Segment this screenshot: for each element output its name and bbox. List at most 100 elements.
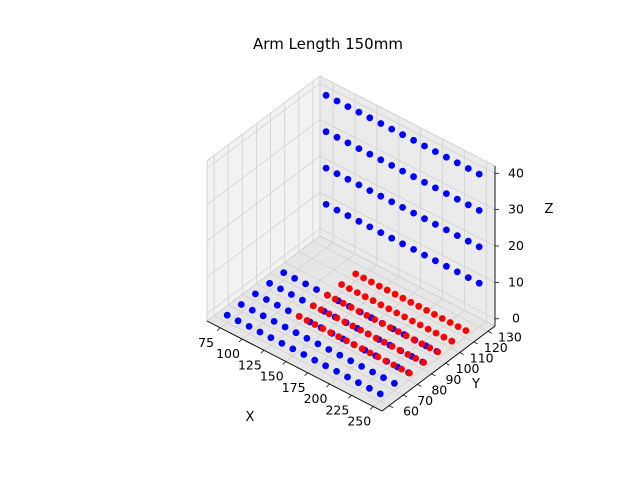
data-point-red — [396, 346, 404, 354]
data-point-red — [448, 337, 456, 345]
y-tick-label: 120 — [484, 340, 508, 355]
data-point-blue — [432, 148, 439, 156]
data-point-blue — [277, 285, 284, 293]
data-point-blue — [399, 240, 406, 248]
y-gridline — [227, 145, 404, 396]
data-point-red — [391, 290, 399, 298]
data-point-blue — [464, 165, 472, 172]
data-point-blue — [333, 170, 341, 178]
data-point-blue — [355, 217, 363, 225]
x-tick-mark — [282, 361, 287, 365]
data-point-blue — [399, 167, 406, 175]
data-point-blue — [369, 368, 376, 376]
data-point-red — [440, 333, 448, 341]
x-tick-mark — [260, 349, 265, 354]
data-point-red — [454, 323, 462, 330]
x-axis-line — [206, 320, 383, 412]
data-point-blue — [421, 178, 428, 186]
z-axis-label: Z — [545, 202, 554, 217]
data-point-red — [352, 270, 360, 278]
data-point-red — [379, 320, 386, 327]
data-point-blue — [358, 363, 365, 370]
data-point-blue — [377, 229, 385, 237]
data-point-red — [418, 340, 426, 348]
data-point-red — [347, 303, 355, 311]
data-point-blue — [256, 328, 264, 336]
data-point-blue — [388, 198, 396, 206]
data-point-blue — [325, 346, 333, 353]
data-point-red — [325, 310, 333, 318]
y-tick-label: 70 — [417, 393, 433, 408]
data-point-blue — [443, 190, 450, 198]
data-point-blue — [391, 379, 398, 387]
z-tick-label: 10 — [508, 274, 524, 289]
data-point-blue — [410, 173, 417, 181]
data-point-blue — [311, 356, 319, 364]
data-point-blue — [322, 91, 330, 99]
x-tick-mark — [348, 394, 352, 399]
data-point-red — [423, 307, 430, 314]
data-point-blue — [273, 301, 281, 309]
data-point-blue — [475, 243, 483, 251]
data-point-red — [382, 357, 390, 365]
data-point-red — [371, 316, 379, 323]
x-tick-label: 125 — [238, 357, 262, 372]
data-point-red — [434, 348, 442, 356]
data-point-blue — [322, 201, 330, 208]
data-point-red — [363, 312, 371, 319]
data-point-red — [438, 315, 446, 322]
x-tick-mark — [304, 372, 308, 377]
data-point-blue — [234, 317, 242, 325]
x-tick-label: 200 — [304, 391, 328, 406]
data-point-blue — [443, 226, 450, 234]
data-point-blue — [410, 246, 417, 253]
data-point-blue — [475, 279, 483, 287]
data-point-red — [365, 330, 372, 338]
data-point-blue — [432, 220, 439, 228]
data-point-blue — [344, 212, 352, 220]
data-point-red — [309, 302, 317, 310]
x-tick-mark — [238, 338, 243, 343]
data-point-blue — [333, 97, 341, 105]
data-point-blue — [252, 290, 259, 298]
x-gridline — [329, 139, 443, 385]
data-point-blue — [443, 153, 450, 161]
data-point-blue — [347, 357, 355, 365]
data-point-blue — [399, 131, 406, 139]
x-tick-mark — [326, 383, 330, 388]
data-point-blue — [399, 204, 406, 211]
x-tick-label: 175 — [282, 380, 306, 395]
y-gridline — [213, 155, 390, 407]
data-point-red — [431, 311, 438, 318]
z-tick-label: 0 — [512, 311, 520, 326]
data-point-blue — [333, 133, 341, 141]
data-point-red — [415, 302, 423, 310]
data-point-blue — [344, 103, 352, 110]
y-gridline — [241, 134, 418, 385]
data-point-red — [355, 308, 363, 315]
data-point-blue — [289, 345, 297, 353]
y-tick-mark — [487, 330, 493, 334]
data-point-red — [339, 299, 347, 307]
data-point-red — [317, 306, 325, 314]
x-tick-label: 250 — [347, 414, 371, 429]
data-point-blue — [377, 120, 385, 127]
y-axis-line — [381, 325, 496, 412]
data-point-blue — [464, 237, 472, 245]
data-point-blue — [259, 312, 267, 320]
x-gridline — [263, 105, 378, 351]
y-gridline — [298, 91, 474, 343]
data-point-blue — [464, 274, 472, 281]
data-point-blue — [464, 201, 472, 209]
data-point-red — [335, 333, 342, 341]
z-tick-label: 30 — [508, 202, 524, 217]
data-point-blue — [366, 150, 374, 158]
x-tick-label: 150 — [260, 369, 284, 384]
y-tick-label: 60 — [403, 404, 419, 419]
data-point-red — [319, 325, 327, 332]
data-point-red — [399, 294, 407, 302]
data-point-red — [369, 297, 377, 305]
data-point-blue — [322, 164, 330, 172]
data-point-blue — [248, 306, 256, 314]
